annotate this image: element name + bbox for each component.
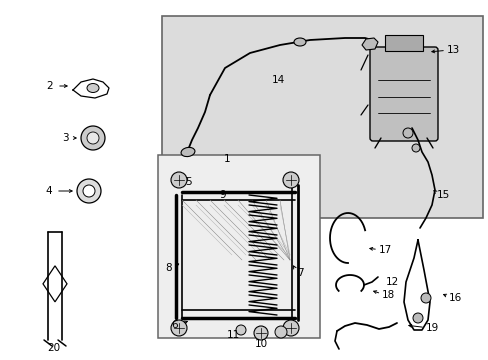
Text: 14: 14: [271, 75, 284, 85]
Text: 19: 19: [425, 323, 438, 333]
Text: 15: 15: [435, 190, 448, 200]
Ellipse shape: [87, 84, 99, 93]
Bar: [158, 155, 319, 338]
Circle shape: [87, 132, 99, 144]
Circle shape: [283, 320, 298, 336]
Text: 1: 1: [223, 154, 230, 164]
Circle shape: [236, 325, 245, 335]
Text: 10: 10: [254, 339, 267, 349]
Circle shape: [420, 293, 430, 303]
Text: 9: 9: [219, 190, 226, 200]
Circle shape: [274, 326, 286, 338]
Bar: [385, 35, 422, 51]
Circle shape: [283, 172, 298, 188]
Circle shape: [253, 326, 267, 340]
Circle shape: [411, 144, 419, 152]
Text: 7: 7: [296, 268, 303, 278]
Text: 4: 4: [45, 186, 52, 196]
Text: 16: 16: [447, 293, 461, 303]
Circle shape: [171, 320, 186, 336]
Polygon shape: [361, 38, 377, 50]
Text: 2: 2: [46, 81, 53, 91]
Text: 20: 20: [47, 343, 61, 353]
FancyBboxPatch shape: [369, 47, 437, 141]
Text: 13: 13: [446, 45, 459, 55]
Circle shape: [171, 172, 186, 188]
Text: 5: 5: [185, 177, 192, 187]
Text: 12: 12: [385, 277, 398, 287]
Text: 17: 17: [378, 245, 391, 255]
Text: 18: 18: [381, 290, 394, 300]
Text: 8: 8: [165, 263, 172, 273]
Circle shape: [77, 179, 101, 203]
Text: 3: 3: [61, 133, 68, 143]
Circle shape: [81, 126, 105, 150]
Text: 6: 6: [171, 320, 178, 330]
Circle shape: [412, 313, 422, 323]
Circle shape: [402, 128, 412, 138]
Bar: [162, 16, 482, 218]
Text: 11: 11: [226, 330, 239, 340]
Ellipse shape: [181, 147, 195, 157]
Ellipse shape: [293, 38, 305, 46]
Circle shape: [83, 185, 95, 197]
